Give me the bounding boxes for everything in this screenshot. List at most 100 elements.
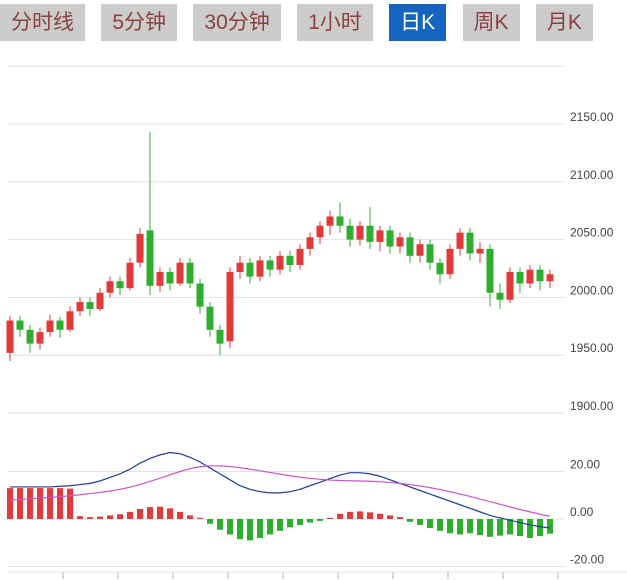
candle-body xyxy=(496,292,504,300)
candle-body xyxy=(56,320,64,330)
price-axis-label: 1950.00 xyxy=(570,341,614,355)
macd-histogram-bar xyxy=(217,519,223,530)
macd-histogram-bar xyxy=(207,519,213,524)
macd-histogram-bar xyxy=(397,517,403,519)
candle-body xyxy=(306,237,314,249)
macd-histogram-bar xyxy=(477,519,483,536)
macd-histogram-bar xyxy=(267,519,273,535)
macd-histogram-bar xyxy=(97,516,103,519)
candle-body xyxy=(86,302,94,309)
tab-time-share[interactable]: 分时线 xyxy=(0,4,85,41)
macd-histogram-bar xyxy=(487,519,493,537)
timeframe-tabbar: 分时线 5分钟 30分钟 1小时 日K 周K 月K xyxy=(0,0,627,45)
macd-histogram-bar xyxy=(117,514,123,519)
candle-body xyxy=(396,237,404,247)
candle-body xyxy=(66,311,74,330)
macd-dea-line xyxy=(9,465,551,517)
candle-body xyxy=(156,271,164,286)
macd-dif-line xyxy=(10,451,551,529)
candle-body xyxy=(46,320,54,333)
candle-body xyxy=(246,262,254,277)
macd-histogram-bar xyxy=(437,519,443,531)
candle-body xyxy=(456,232,464,249)
candle-body xyxy=(136,233,144,263)
candle-body xyxy=(26,329,34,344)
macd-histogram-bar xyxy=(227,519,233,535)
tab-1hour[interactable]: 1小时 xyxy=(297,4,373,41)
tab-monthly-k[interactable]: 月K xyxy=(535,4,593,41)
macd-histogram-bar xyxy=(287,519,293,528)
macd-histogram-bar xyxy=(527,519,533,538)
candlestick-chart-canvas[interactable]: 2150.00 2100.00 2050.00 2000.00 1950.00 1900.… xyxy=(0,45,627,580)
candle-body xyxy=(146,230,154,286)
candle-body xyxy=(116,281,124,289)
macd-histogram-bar xyxy=(57,488,63,519)
candle-body xyxy=(6,320,14,353)
macd-histogram-bar xyxy=(457,519,463,535)
tab-5min[interactable]: 5分钟 xyxy=(101,4,178,41)
candle-body xyxy=(16,320,24,330)
candle-body xyxy=(36,332,44,344)
price-axis-label: 2050.00 xyxy=(570,226,614,240)
tab-daily-k[interactable]: 日K xyxy=(389,4,447,41)
macd-histogram-bar xyxy=(147,507,153,519)
macd-histogram-bar xyxy=(157,506,163,519)
macd-histogram-bar xyxy=(507,519,513,535)
tab-weekly-k[interactable]: 周K xyxy=(462,4,520,41)
macd-histogram-bar xyxy=(77,516,83,519)
macd-axis-label: 0.00 xyxy=(570,505,594,519)
candle-body xyxy=(436,262,444,275)
candle-body xyxy=(506,271,514,300)
candle-body xyxy=(366,225,374,242)
macd-histogram-bar xyxy=(167,508,173,519)
macd-histogram-bar xyxy=(357,511,363,519)
macd-histogram-bar xyxy=(327,517,333,519)
candle-body xyxy=(346,225,354,240)
candle-body xyxy=(226,271,234,342)
candle-body xyxy=(406,237,414,256)
macd-histogram-bar xyxy=(247,519,253,541)
macd-histogram-bar xyxy=(307,519,313,523)
macd-histogram-bar xyxy=(27,488,33,519)
macd-histogram-bar xyxy=(497,519,503,536)
tab-30min[interactable]: 30分钟 xyxy=(193,4,281,41)
candle-body xyxy=(176,262,184,284)
candle-body xyxy=(286,255,294,266)
macd-histogram-bar xyxy=(417,519,423,525)
candle-body xyxy=(126,262,134,289)
macd-histogram-bar xyxy=(337,513,343,519)
candle-body xyxy=(526,269,534,284)
price-axis-label: 2100.00 xyxy=(570,168,614,182)
candle-body xyxy=(196,283,204,307)
macd-histogram-bar xyxy=(517,519,523,537)
candle-body xyxy=(426,244,434,263)
candle-body xyxy=(256,260,264,277)
macd-histogram-bar xyxy=(87,517,93,519)
macd-histogram-bar xyxy=(347,511,353,519)
macd-histogram-bar xyxy=(17,488,23,519)
macd-histogram-bar xyxy=(107,515,113,519)
candle-body xyxy=(466,232,474,254)
macd-histogram-bar xyxy=(547,519,553,534)
macd-histogram-bar xyxy=(127,511,133,519)
macd-histogram-bar xyxy=(407,519,413,522)
macd-histogram-bar xyxy=(137,509,143,519)
candle-body xyxy=(76,302,84,312)
price-axis-label: 2150.00 xyxy=(570,110,614,124)
macd-histogram-bar xyxy=(237,519,243,540)
macd-histogram-bar xyxy=(67,488,73,519)
candle-body xyxy=(356,225,364,240)
candle-body xyxy=(106,281,114,293)
macd-histogram-bar xyxy=(447,519,453,534)
candle-body xyxy=(486,248,494,293)
macd-histogram-bar xyxy=(317,519,323,521)
macd-histogram-bar xyxy=(37,488,43,519)
candle-body xyxy=(316,225,324,238)
macd-axis-label: -20.00 xyxy=(570,553,604,567)
candle-body xyxy=(376,230,384,242)
macd-histogram-bar xyxy=(257,519,263,538)
macd-histogram-bar xyxy=(197,517,203,519)
macd-histogram-bar xyxy=(297,519,303,525)
macd-histogram-bar xyxy=(467,519,473,534)
candle-body xyxy=(476,248,484,254)
